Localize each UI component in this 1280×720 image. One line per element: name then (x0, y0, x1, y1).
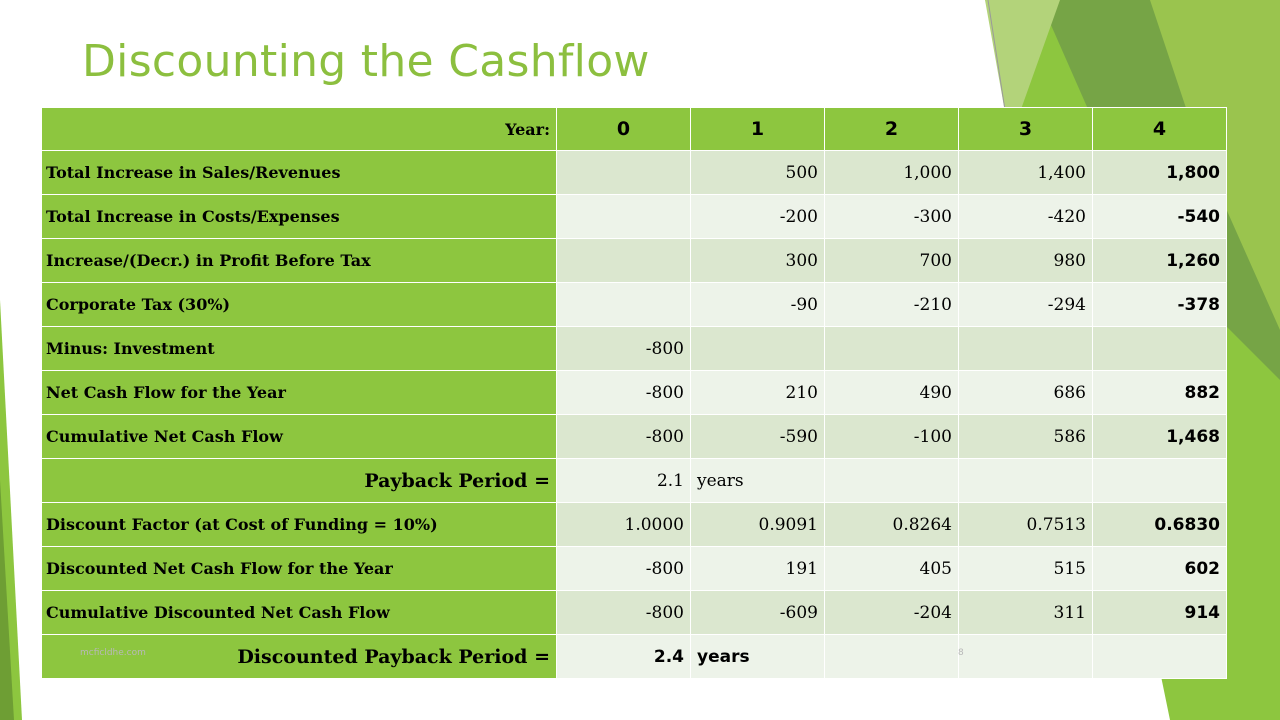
year-header-row: Year: 0 1 2 3 4 (41, 107, 1227, 151)
value-cell: 1,000 (824, 150, 959, 195)
table-row: Discount Factor (at Cost of Funding = 10… (41, 502, 1227, 547)
slide-title: Discounting the Cashflow (82, 36, 650, 87)
value-cell (1092, 326, 1227, 371)
row-label: Cumulative Net Cash Flow (41, 414, 557, 459)
value-cell: -800 (556, 590, 691, 635)
empty-cell (824, 458, 959, 503)
row-label: Corporate Tax (30%) (41, 282, 557, 327)
value-cell: -90 (690, 282, 825, 327)
value-cell (690, 326, 825, 371)
discounted-payback-value: 2.4 (556, 634, 691, 679)
value-cell: 191 (690, 546, 825, 591)
empty-cell (824, 634, 959, 679)
value-cell (824, 326, 959, 371)
value-cell: -609 (690, 590, 825, 635)
value-cell: -590 (690, 414, 825, 459)
table-row: Total Increase in Costs/Expenses -200 -3… (41, 194, 1227, 239)
value-cell: 1,800 (1092, 150, 1227, 195)
value-cell: -300 (824, 194, 959, 239)
table-row: Corporate Tax (30%) -90 -210 -294 -378 (41, 282, 1227, 327)
value-cell: 602 (1092, 546, 1227, 591)
value-cell (556, 150, 691, 195)
year-cell: 1 (690, 107, 825, 151)
table-row: Total Increase in Sales/Revenues 500 1,0… (41, 150, 1227, 195)
value-cell: 490 (824, 370, 959, 415)
row-label: Minus: Investment (41, 326, 557, 371)
table-row: Increase/(Decr.) in Profit Before Tax 30… (41, 238, 1227, 283)
value-cell: -204 (824, 590, 959, 635)
payback-value: 2.1 (556, 458, 691, 503)
empty-cell (958, 634, 1093, 679)
value-cell: 300 (690, 238, 825, 283)
value-cell: 1.0000 (556, 502, 691, 547)
value-cell: 0.9091 (690, 502, 825, 547)
year-cell: 0 (556, 107, 691, 151)
table-row: Cumulative Net Cash Flow -800 -590 -100 … (41, 414, 1227, 459)
value-cell: 405 (824, 546, 959, 591)
year-label: Year: (41, 107, 557, 151)
empty-cell (1092, 458, 1227, 503)
value-cell: -800 (556, 414, 691, 459)
value-cell (556, 194, 691, 239)
value-cell: 586 (958, 414, 1093, 459)
year-cell: 3 (958, 107, 1093, 151)
payback-row: Payback Period = 2.1 years (41, 458, 1227, 503)
payback-unit: years (690, 458, 825, 503)
value-cell: -800 (556, 370, 691, 415)
value-cell: -800 (556, 546, 691, 591)
table-row: Cumulative Discounted Net Cash Flow -800… (41, 590, 1227, 635)
row-label: Cumulative Discounted Net Cash Flow (41, 590, 557, 635)
value-cell: -800 (556, 326, 691, 371)
value-cell: 1,260 (1092, 238, 1227, 283)
value-cell: 686 (958, 370, 1093, 415)
row-label: Total Increase in Sales/Revenues (41, 150, 557, 195)
value-cell: -210 (824, 282, 959, 327)
value-cell: 311 (958, 590, 1093, 635)
value-cell: 1,400 (958, 150, 1093, 195)
table-row: Net Cash Flow for the Year -800 210 490 … (41, 370, 1227, 415)
table-row: Minus: Investment -800 (41, 326, 1227, 371)
row-label: Discounted Net Cash Flow for the Year (41, 546, 557, 591)
value-cell: 515 (958, 546, 1093, 591)
year-cell: 4 (1092, 107, 1227, 151)
value-cell: 1,468 (1092, 414, 1227, 459)
row-label: Increase/(Decr.) in Profit Before Tax (41, 238, 557, 283)
value-cell: 0.7513 (958, 502, 1093, 547)
empty-cell (1092, 634, 1227, 679)
value-cell (958, 326, 1093, 371)
year-cell: 2 (824, 107, 959, 151)
value-cell: 500 (690, 150, 825, 195)
value-cell: 882 (1092, 370, 1227, 415)
value-cell (556, 238, 691, 283)
footer-source: mcficldhe.com (80, 648, 146, 658)
table-row: Discounted Net Cash Flow for the Year -8… (41, 546, 1227, 591)
value-cell: -540 (1092, 194, 1227, 239)
empty-cell (958, 458, 1093, 503)
value-cell: 0.6830 (1092, 502, 1227, 547)
row-label: Total Increase in Costs/Expenses (41, 194, 557, 239)
row-label: Discount Factor (at Cost of Funding = 10… (41, 502, 557, 547)
slide-number: 8 (958, 648, 964, 658)
value-cell: -294 (958, 282, 1093, 327)
payback-label: Payback Period = (41, 458, 557, 503)
value-cell (556, 282, 691, 327)
value-cell: 0.8264 (824, 502, 959, 547)
cashflow-table: Year: 0 1 2 3 4 Total Increase in Sales/… (41, 107, 1227, 679)
discounted-payback-unit: years (690, 634, 825, 679)
value-cell: 914 (1092, 590, 1227, 635)
value-cell: -378 (1092, 282, 1227, 327)
row-label: Net Cash Flow for the Year (41, 370, 557, 415)
value-cell: 980 (958, 238, 1093, 283)
value-cell: 700 (824, 238, 959, 283)
value-cell: -200 (690, 194, 825, 239)
value-cell: -420 (958, 194, 1093, 239)
value-cell: -100 (824, 414, 959, 459)
discounted-payback-row: Discounted Payback Period = 2.4 years (41, 634, 1227, 679)
value-cell: 210 (690, 370, 825, 415)
